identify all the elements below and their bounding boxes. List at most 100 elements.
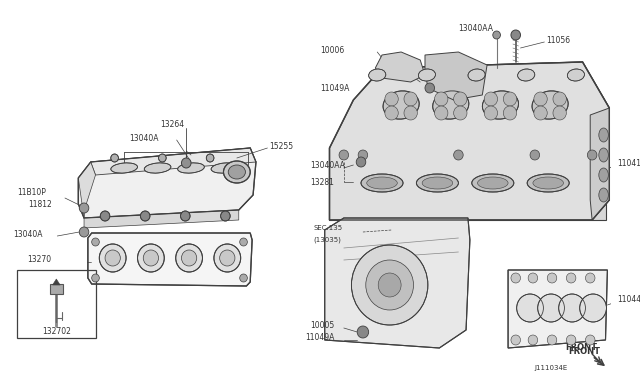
- Ellipse shape: [599, 128, 609, 142]
- Text: (13035): (13035): [313, 237, 341, 243]
- Ellipse shape: [361, 174, 403, 192]
- Ellipse shape: [367, 177, 397, 189]
- Polygon shape: [508, 270, 607, 348]
- Circle shape: [586, 273, 595, 283]
- Circle shape: [566, 335, 576, 345]
- Circle shape: [528, 335, 538, 345]
- Circle shape: [435, 92, 448, 106]
- Ellipse shape: [223, 161, 250, 183]
- Polygon shape: [590, 108, 609, 220]
- Text: SEC.135: SEC.135: [313, 225, 342, 231]
- Ellipse shape: [369, 69, 386, 81]
- Text: 11812: 11812: [29, 199, 52, 208]
- Polygon shape: [88, 233, 252, 286]
- Circle shape: [580, 294, 607, 322]
- Ellipse shape: [468, 69, 485, 81]
- Circle shape: [586, 335, 595, 345]
- Circle shape: [356, 157, 366, 167]
- Circle shape: [511, 273, 520, 283]
- Text: 13270: 13270: [27, 256, 51, 264]
- Text: 11044: 11044: [617, 295, 640, 305]
- Circle shape: [358, 150, 368, 160]
- Ellipse shape: [422, 177, 452, 189]
- Circle shape: [357, 326, 369, 338]
- Ellipse shape: [433, 91, 469, 119]
- Circle shape: [385, 106, 398, 120]
- Ellipse shape: [527, 174, 569, 192]
- Circle shape: [516, 294, 543, 322]
- Circle shape: [206, 154, 214, 162]
- Circle shape: [79, 203, 89, 213]
- Text: 13040AA: 13040AA: [458, 23, 493, 32]
- Ellipse shape: [518, 69, 535, 81]
- Polygon shape: [50, 284, 63, 294]
- Ellipse shape: [228, 165, 246, 179]
- Circle shape: [454, 150, 463, 160]
- Circle shape: [138, 244, 164, 272]
- Circle shape: [511, 335, 520, 345]
- Ellipse shape: [599, 148, 609, 162]
- Circle shape: [385, 92, 398, 106]
- Circle shape: [92, 238, 99, 246]
- Circle shape: [553, 92, 566, 106]
- Circle shape: [366, 260, 413, 310]
- Text: 11041: 11041: [617, 158, 640, 167]
- Circle shape: [484, 106, 497, 120]
- Polygon shape: [78, 162, 95, 218]
- Circle shape: [528, 273, 538, 283]
- Text: 11056: 11056: [547, 35, 570, 45]
- Circle shape: [559, 294, 586, 322]
- Circle shape: [547, 335, 557, 345]
- Ellipse shape: [383, 91, 419, 119]
- Circle shape: [180, 211, 190, 221]
- Circle shape: [220, 250, 235, 266]
- Circle shape: [240, 238, 247, 246]
- Polygon shape: [375, 52, 425, 82]
- Circle shape: [553, 106, 566, 120]
- Polygon shape: [324, 218, 470, 348]
- Ellipse shape: [144, 163, 171, 173]
- Circle shape: [99, 244, 126, 272]
- Circle shape: [566, 273, 576, 283]
- Ellipse shape: [178, 163, 204, 173]
- Circle shape: [530, 150, 540, 160]
- Text: 11049A: 11049A: [320, 83, 349, 93]
- Circle shape: [182, 158, 191, 168]
- Circle shape: [493, 31, 500, 39]
- Circle shape: [538, 294, 564, 322]
- Polygon shape: [91, 148, 256, 175]
- Circle shape: [351, 245, 428, 325]
- Text: 132702: 132702: [42, 327, 71, 337]
- Circle shape: [221, 211, 230, 221]
- Text: FRONT: FRONT: [568, 347, 600, 356]
- Circle shape: [105, 250, 120, 266]
- Circle shape: [100, 211, 110, 221]
- Circle shape: [425, 83, 435, 93]
- Polygon shape: [330, 148, 607, 220]
- Text: 11049A: 11049A: [306, 334, 335, 343]
- Circle shape: [404, 106, 417, 120]
- Text: 13040A: 13040A: [129, 134, 159, 142]
- Circle shape: [534, 92, 547, 106]
- Circle shape: [484, 92, 497, 106]
- Circle shape: [534, 106, 547, 120]
- Text: 11B10P: 11B10P: [17, 187, 46, 196]
- Ellipse shape: [472, 174, 514, 192]
- Ellipse shape: [599, 168, 609, 182]
- Circle shape: [503, 106, 516, 120]
- Ellipse shape: [477, 177, 508, 189]
- Text: 13281: 13281: [310, 177, 334, 186]
- Circle shape: [159, 154, 166, 162]
- Circle shape: [435, 106, 448, 120]
- Circle shape: [111, 154, 118, 162]
- Circle shape: [339, 150, 349, 160]
- Text: 13264: 13264: [161, 119, 184, 128]
- Polygon shape: [78, 148, 256, 218]
- Ellipse shape: [211, 163, 238, 173]
- Circle shape: [588, 150, 597, 160]
- Ellipse shape: [532, 91, 568, 119]
- Text: 15255: 15255: [269, 141, 294, 151]
- Polygon shape: [52, 279, 60, 285]
- Polygon shape: [332, 62, 609, 148]
- Circle shape: [140, 211, 150, 221]
